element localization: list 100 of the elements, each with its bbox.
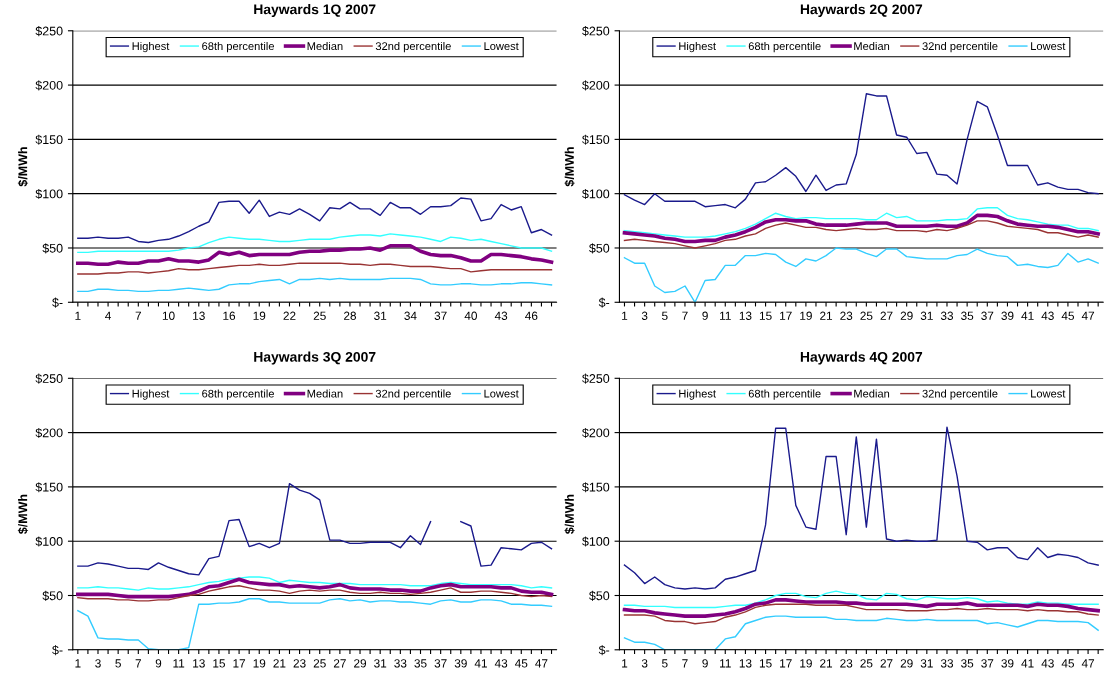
x-tick-label: 22 [283, 311, 296, 320]
y-axis-title: $/MWh [17, 494, 29, 535]
x-tick-label: 25 [860, 659, 873, 668]
y-tick-label: $50 [589, 243, 610, 254]
x-tick-label: 39 [1001, 311, 1014, 320]
x-tick-label: 43 [1041, 311, 1054, 320]
x-tick-label: 45 [1061, 311, 1074, 320]
y-tick-label: $50 [42, 243, 63, 254]
y-tick-label: $50 [589, 590, 610, 601]
x-tick-label: 21 [273, 659, 286, 668]
line-series [77, 585, 553, 602]
x-tick-label: 5 [661, 311, 668, 320]
x-tick-label: 31 [920, 311, 933, 320]
legend-label: Median [854, 389, 890, 398]
x-tick-label: 17 [233, 659, 246, 668]
line-series [76, 244, 554, 267]
y-tick-label: $250 [582, 26, 610, 37]
x-tick-label: 1 [75, 311, 81, 320]
x-tick-label: 1 [75, 659, 81, 668]
line-series [76, 577, 554, 599]
x-tick-label: 43 [494, 311, 508, 320]
x-tick-label: 7 [135, 311, 141, 320]
x-tick-label: 33 [394, 659, 407, 668]
x-tick-label: 19 [253, 311, 266, 320]
x-tick-label: 41 [1021, 311, 1034, 320]
legend-label: 32nd percentile [922, 41, 998, 53]
x-tick-label: 10 [162, 311, 175, 320]
y-tick-label: $150 [35, 482, 63, 493]
legend-label: Lowest [1031, 42, 1066, 51]
x-tick-label: 39 [454, 659, 467, 668]
x-tick-label: 41 [1021, 659, 1034, 668]
x-tick-label: 34 [404, 311, 417, 320]
y-tick-label: $250 [35, 26, 63, 37]
x-tick-label: 41 [474, 659, 487, 668]
x-tick-label: 21 [820, 311, 833, 320]
x-tick-label: 19 [800, 311, 812, 320]
x-tick-label: 11 [720, 659, 731, 668]
legend-label: 32nd percentile [375, 389, 451, 400]
x-tick-label: 15 [759, 659, 772, 668]
x-tick-label: 25 [313, 659, 326, 668]
legend-label: Median [854, 41, 890, 51]
x-tick-label: 11 [173, 659, 185, 668]
line-series [77, 233, 553, 254]
x-tick-label: 5 [115, 659, 121, 668]
x-tick-label: 31 [920, 659, 933, 668]
x-tick-label: 19 [253, 659, 266, 668]
x-tick-label: 25 [860, 311, 873, 320]
x-tick-label: 27 [880, 659, 893, 668]
y-tick-label: $- [52, 645, 63, 656]
x-tick-label: 33 [940, 311, 954, 320]
x-tick-label: 45 [514, 659, 528, 668]
x-tick-label: 35 [961, 659, 974, 668]
y-tick-label: $150 [35, 134, 63, 145]
chart-title: Haywards 2Q 2007 [800, 4, 923, 17]
legend-label: Median [307, 41, 343, 51]
x-tick-label: 27 [880, 311, 893, 320]
x-tick-label: 35 [414, 659, 427, 668]
x-tick-label: 13 [739, 311, 752, 320]
x-tick-label: 43 [1041, 659, 1054, 668]
legend-label: 32nd percentile [375, 41, 451, 53]
y-tick-label: $100 [35, 188, 63, 200]
legend-label: 32nd percentile [922, 389, 998, 400]
x-tick-label: 39 [1001, 659, 1014, 668]
x-tick-label: 7 [682, 311, 688, 320]
x-tick-label: 29 [900, 311, 913, 320]
x-tick-label: 19 [800, 659, 812, 668]
x-tick-label: 7 [135, 659, 141, 668]
x-tick-label: 25 [313, 311, 326, 320]
chart-title: Haywards 1Q 2007 [254, 4, 376, 17]
legend-label: 68th percentile [202, 41, 274, 53]
x-tick-label: 40 [464, 311, 477, 320]
y-axis-title: $/MWh [564, 147, 575, 187]
legend-label: Highest [679, 389, 716, 400]
legend-label: Highest [132, 41, 170, 53]
x-tick-label: 3 [641, 311, 648, 320]
y-tick-label: $- [52, 297, 63, 308]
x-tick-label: 21 [820, 659, 833, 668]
y-tick-label: $250 [582, 373, 610, 384]
legend-label: Lowest [484, 389, 519, 398]
y-tick-label: $150 [582, 134, 610, 145]
y-tick-label: $100 [582, 536, 610, 547]
x-tick-label: 29 [354, 659, 367, 668]
line-series [623, 426, 1099, 590]
line-series [623, 615, 1099, 650]
x-tick-label: 17 [780, 311, 792, 320]
line-series [623, 603, 1099, 625]
x-tick-label: 3 [641, 659, 648, 668]
x-tick-label: 9 [702, 659, 708, 668]
x-tick-label: 3 [95, 659, 101, 668]
x-tick-label: 9 [155, 659, 162, 668]
y-tick-label: $200 [35, 80, 63, 91]
x-tick-label: 16 [223, 311, 236, 320]
x-tick-label: 13 [193, 311, 205, 320]
x-tick-label: 15 [759, 311, 772, 320]
x-tick-label: 29 [900, 659, 913, 668]
chart-title: Haywards 4Q 2007 [800, 351, 923, 365]
line-series [77, 576, 553, 591]
x-tick-label: 17 [780, 659, 792, 668]
y-tick-label: $250 [35, 373, 63, 384]
y-tick-label: $100 [582, 188, 610, 200]
